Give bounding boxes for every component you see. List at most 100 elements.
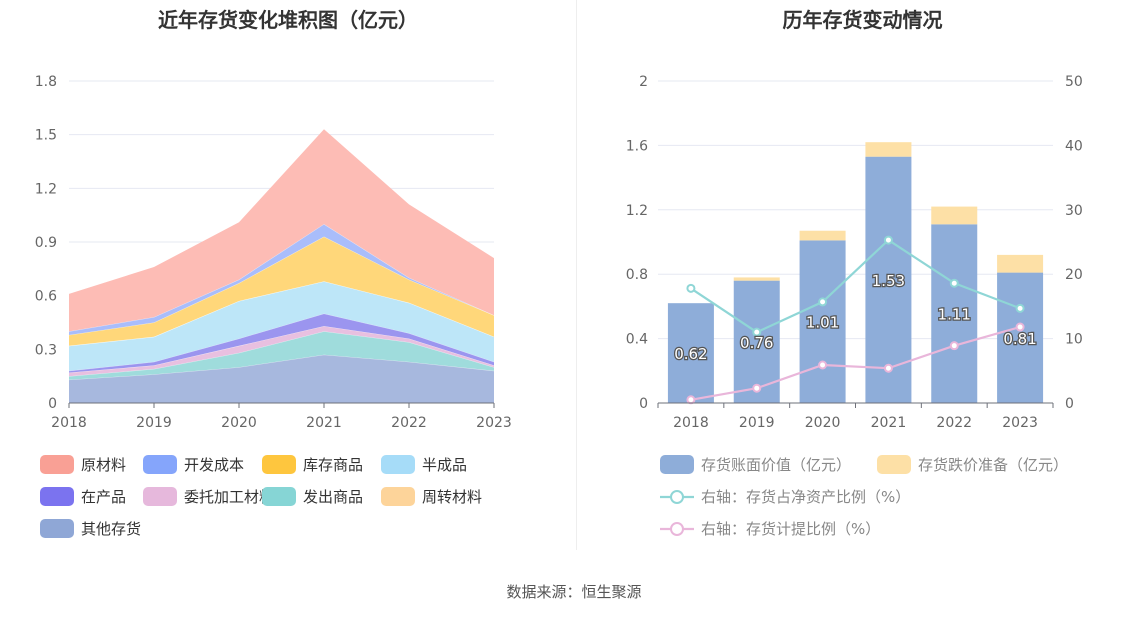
y-tick-label: 0.6	[35, 289, 57, 305]
y-tick-label: 1.6	[626, 138, 648, 154]
y2-tick-label: 0	[1065, 396, 1074, 412]
data-label: 0.76	[740, 334, 773, 352]
legend-swatch-周转材料	[381, 487, 415, 506]
bar-book-value	[997, 272, 1044, 403]
data-label: 0.62	[674, 345, 707, 363]
x-tick-label: 2023	[476, 415, 512, 431]
legend-swatch-存货跌价准备（亿元）	[877, 455, 911, 474]
line-series-右轴：存货计提比例（%）	[690, 325, 1021, 401]
bar-book-value	[799, 240, 846, 403]
x-tick-label: 2018	[51, 415, 87, 431]
y-tick-label: 1.2	[35, 181, 57, 197]
legend-label: 存货账面价值（亿元）	[701, 456, 851, 474]
data-label: 1.01	[806, 314, 839, 332]
bar-line-chart-panel: 历年存货变动情况 0 0.4 0.8 1.2 1.6 2 0 10 20 30 40 50 0.62 0.…	[577, 0, 1148, 550]
y2-tick-label: 40	[1065, 138, 1083, 154]
data-source-note: 数据来源：恒生聚源	[506, 583, 642, 601]
area-series-半成品	[69, 281, 494, 371]
line-point	[1015, 322, 1025, 332]
line-point	[686, 283, 696, 293]
y2-tick-label: 20	[1065, 267, 1083, 283]
line-point	[949, 341, 959, 351]
y-tick-label: 1.8	[35, 74, 57, 90]
y-tick-label: 0	[48, 396, 57, 412]
y2-tick-label: 50	[1065, 74, 1083, 90]
legend-label: 在产品	[81, 488, 126, 506]
legend-label: 右轴：存货占净资产比例（%）	[701, 488, 910, 506]
legend-label: 发出商品	[303, 488, 363, 506]
line-point	[883, 235, 893, 245]
x-tick-label: 2023	[1002, 415, 1038, 431]
line-point	[752, 327, 762, 337]
legend-swatch-存货账面价值（亿元）	[660, 455, 694, 474]
legend-label: 存货跌价准备（亿元）	[918, 456, 1068, 474]
legend-label: 开发成本	[184, 456, 244, 474]
legend-swatch-库存商品	[262, 455, 296, 474]
bar-line-chart: 00.40.81.21.62010203040500.620.761.011.5…	[626, 74, 1083, 538]
area-series-开发成本	[69, 224, 494, 335]
line-point	[818, 297, 828, 307]
x-tick-label: 2018	[673, 415, 709, 431]
y2-tick-label: 30	[1065, 203, 1083, 219]
legend-swatch-其他存货	[40, 519, 74, 538]
x-tick-label: 2020	[805, 415, 841, 431]
data-label: 1.53	[872, 272, 905, 290]
line-series-右轴：存货占净资产比例（%）	[690, 238, 1021, 334]
chart-title: 历年存货变动情况	[782, 8, 943, 32]
legend-label: 右轴：存货计提比例（%）	[701, 520, 880, 538]
x-tick-label: 2019	[136, 415, 172, 431]
legend-marker	[670, 522, 684, 536]
y-tick-label: 1.5	[35, 128, 57, 144]
x-tick-label: 2020	[221, 415, 257, 431]
x-tick-label: 2019	[739, 415, 775, 431]
bar-provision	[865, 142, 912, 157]
legend-label: 委托加工材料	[184, 488, 274, 506]
line-point	[686, 395, 696, 405]
bar-book-value	[931, 224, 978, 403]
bar-provision	[931, 206, 978, 225]
line-point	[883, 363, 893, 373]
legend-swatch-发出商品	[262, 487, 296, 506]
x-tick-label: 2022	[391, 415, 427, 431]
legend-swatch-委托加工材料	[143, 487, 177, 506]
y-tick-label: 2	[639, 74, 648, 90]
data-label: 1.11	[938, 306, 971, 324]
stacked-area-chart-panel: 近年存货变化堆积图（亿元） 0 0.3 0.6 0.9 1.2 1.5 1.8 2018 201…	[0, 0, 576, 550]
data-label: 0.81	[1003, 330, 1036, 348]
legend-label: 周转材料	[422, 488, 482, 506]
legend-swatch-半成品	[381, 455, 415, 474]
bar-book-value	[667, 303, 714, 403]
legend-swatch-在产品	[40, 487, 74, 506]
area-series-其他存货	[69, 354, 494, 403]
legend-label: 半成品	[422, 456, 467, 474]
legend-swatch-开发成本	[143, 455, 177, 474]
bar-provision	[733, 277, 780, 281]
chart-title: 近年存货变化堆积图（亿元）	[158, 8, 418, 32]
area-boundary	[68, 325, 495, 373]
y-tick-label: 0.9	[35, 235, 57, 251]
legend-label: 其他存货	[81, 520, 141, 538]
y-tick-label: 1.2	[626, 203, 648, 219]
x-tick-label: 2021	[306, 415, 342, 431]
legend-marker	[670, 490, 684, 504]
x-tick-label: 2021	[871, 415, 907, 431]
legend-swatch-原材料	[40, 455, 74, 474]
bar-provision	[997, 254, 1044, 273]
y-tick-label: 0	[639, 396, 648, 412]
legend-label: 原材料	[81, 456, 126, 474]
x-tick-label: 2022	[936, 415, 972, 431]
area-series-库存商品	[69, 236, 494, 346]
area-series-原材料	[69, 129, 494, 332]
legend-label: 库存商品	[303, 456, 363, 474]
y2-tick-label: 10	[1065, 332, 1083, 348]
y-tick-label: 0.3	[35, 342, 57, 358]
bar-provision	[799, 230, 846, 241]
line-point	[818, 360, 828, 370]
line-point	[949, 278, 959, 288]
y-tick-label: 0.4	[626, 332, 648, 348]
area-series-发出商品	[69, 331, 494, 380]
y-tick-label: 0.8	[626, 267, 648, 283]
area-series-委托加工材料	[69, 326, 494, 377]
stacked-area-chart: 0 0.3 0.6 0.9 1.2 1.5 1.8 2018 2019 2020 2021 2022 2…	[35, 74, 512, 538]
line-point	[752, 383, 762, 393]
